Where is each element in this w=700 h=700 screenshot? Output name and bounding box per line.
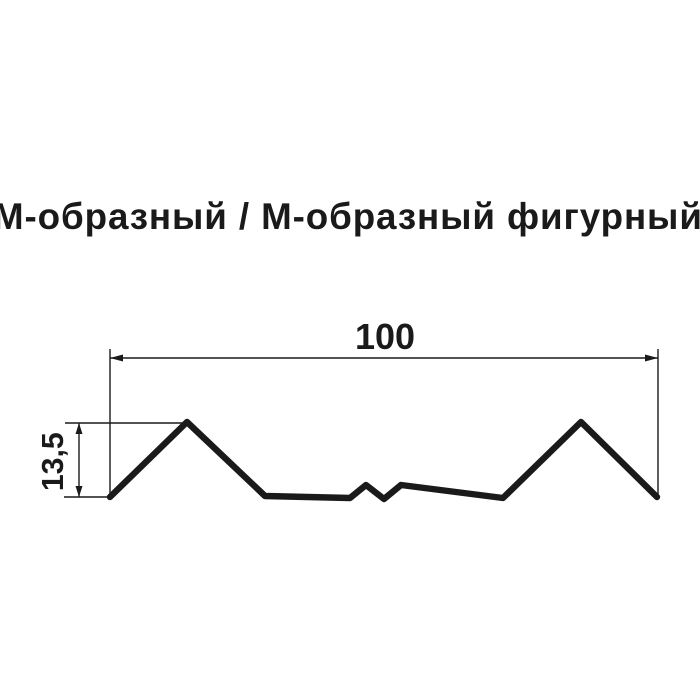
svg-text:100: 100 (355, 316, 415, 357)
svg-text:13,5: 13,5 (37, 432, 70, 491)
